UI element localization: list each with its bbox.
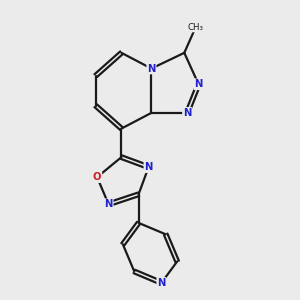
Text: N: N bbox=[183, 108, 191, 118]
Text: CH₃: CH₃ bbox=[188, 22, 204, 32]
Text: O: O bbox=[93, 172, 101, 182]
Text: N: N bbox=[144, 162, 153, 172]
Text: N: N bbox=[104, 199, 113, 209]
Text: N: N bbox=[157, 278, 166, 288]
Text: N: N bbox=[147, 64, 156, 74]
Text: N: N bbox=[194, 79, 203, 89]
